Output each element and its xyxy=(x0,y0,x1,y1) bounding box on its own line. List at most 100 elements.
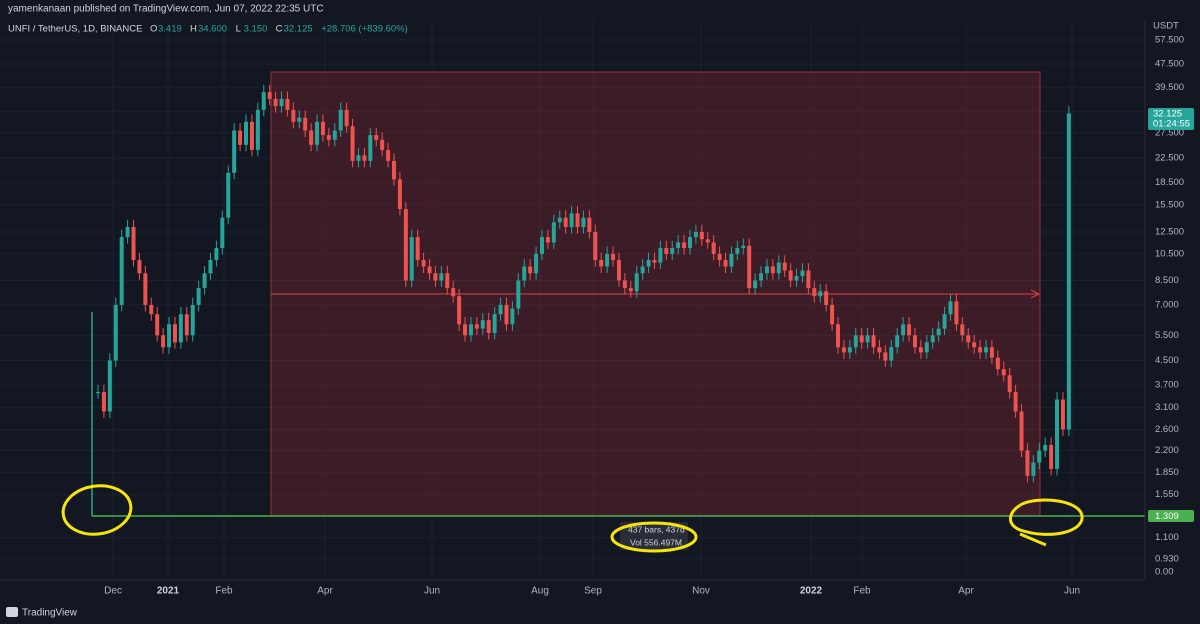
price-tick-label: 22.500 xyxy=(1155,153,1184,164)
time-tick-label: Apr xyxy=(317,586,333,597)
candle xyxy=(871,335,876,348)
candle xyxy=(125,227,130,238)
last-price-tag xyxy=(1148,108,1194,130)
candle xyxy=(575,213,580,228)
candle xyxy=(818,291,823,297)
candle xyxy=(551,222,556,243)
annotation-circle xyxy=(61,484,133,536)
candle xyxy=(622,280,627,289)
price-tick-label: 0.930 xyxy=(1155,553,1179,564)
candle xyxy=(380,139,385,150)
candle xyxy=(729,253,734,267)
candle xyxy=(344,109,349,127)
candle xyxy=(995,357,1000,370)
candle xyxy=(208,260,213,274)
time-axis: Dec 2021 Feb Apr Jun Aug Sep Nov 2022 Feb Apr Jun xyxy=(104,586,1080,597)
ohlc-key: O xyxy=(150,24,157,35)
candle xyxy=(847,347,852,353)
candle xyxy=(883,352,888,361)
candle xyxy=(409,237,414,281)
candle xyxy=(605,253,610,267)
candle xyxy=(510,308,515,325)
time-tick-label: Apr xyxy=(958,586,974,597)
ohlc: O 3.419 H 34.600 L 3.150 C 32.125 +28.706 (+839.… xyxy=(150,24,408,35)
candle xyxy=(652,260,657,263)
candle xyxy=(386,149,391,161)
candle xyxy=(178,314,183,343)
candle xyxy=(1043,444,1048,451)
time-tick-label: Feb xyxy=(853,586,871,597)
candle xyxy=(101,392,106,412)
candle xyxy=(214,248,219,261)
price-tick-label: 47.500 xyxy=(1155,59,1184,70)
candle xyxy=(315,121,320,145)
candle xyxy=(717,253,722,261)
candle xyxy=(291,109,296,122)
candle xyxy=(640,266,645,274)
candle xyxy=(445,273,450,289)
candle xyxy=(877,347,882,353)
candle xyxy=(155,314,160,336)
candle xyxy=(711,242,716,254)
candle xyxy=(599,260,604,267)
candle xyxy=(1066,113,1071,430)
candle xyxy=(149,304,154,315)
candle xyxy=(800,270,805,277)
candle xyxy=(421,260,426,267)
candle xyxy=(232,130,237,173)
candle xyxy=(356,155,361,161)
price-tick-label: 1.850 xyxy=(1155,467,1179,478)
candle xyxy=(581,217,586,228)
price-tick-label: 2.200 xyxy=(1155,445,1179,456)
candle xyxy=(403,209,408,281)
candle xyxy=(664,248,669,254)
candle xyxy=(498,304,503,315)
time-tick-label: Jun xyxy=(424,586,440,597)
candle xyxy=(167,324,172,348)
candle xyxy=(1060,399,1065,430)
candle xyxy=(143,273,148,305)
annotation-circle xyxy=(1009,498,1084,547)
candle xyxy=(332,130,337,140)
candle xyxy=(776,262,781,274)
price-tick-label: 39.500 xyxy=(1155,82,1184,93)
price-tick-label: 5.500 xyxy=(1155,330,1179,341)
candle xyxy=(131,227,136,261)
candle xyxy=(770,266,775,274)
candle xyxy=(966,335,971,343)
candle xyxy=(918,347,923,353)
candle xyxy=(960,324,965,336)
candle xyxy=(830,304,835,325)
price-tick-label: 3.700 xyxy=(1155,380,1179,391)
candle xyxy=(326,135,331,140)
candle xyxy=(942,314,947,329)
candle xyxy=(534,253,539,274)
candle xyxy=(794,276,799,281)
price-axis-bg xyxy=(1145,0,1200,603)
candle xyxy=(338,109,343,131)
candle xyxy=(1013,392,1018,412)
currency-label: USDT xyxy=(1153,21,1179,32)
time-tick-label: 2022 xyxy=(800,586,823,597)
candle xyxy=(699,231,704,240)
countdown: 01:24:55 xyxy=(1153,119,1190,130)
candle xyxy=(936,328,941,336)
candle xyxy=(196,288,201,305)
time-tick-label: Jun xyxy=(1064,586,1080,597)
candle xyxy=(415,237,420,261)
candle xyxy=(889,347,894,361)
candle xyxy=(1001,369,1006,376)
candle xyxy=(397,179,402,210)
candle xyxy=(451,288,456,297)
candle xyxy=(593,231,598,261)
candle xyxy=(788,270,793,281)
candle xyxy=(569,213,574,228)
candle xyxy=(474,324,479,329)
symbol-label: UNFI / TetherUS, 1D, BINANCE xyxy=(8,24,142,35)
candle xyxy=(463,324,468,336)
candle xyxy=(362,155,367,161)
candle xyxy=(806,270,811,289)
candle xyxy=(220,217,225,249)
candle xyxy=(457,296,462,325)
